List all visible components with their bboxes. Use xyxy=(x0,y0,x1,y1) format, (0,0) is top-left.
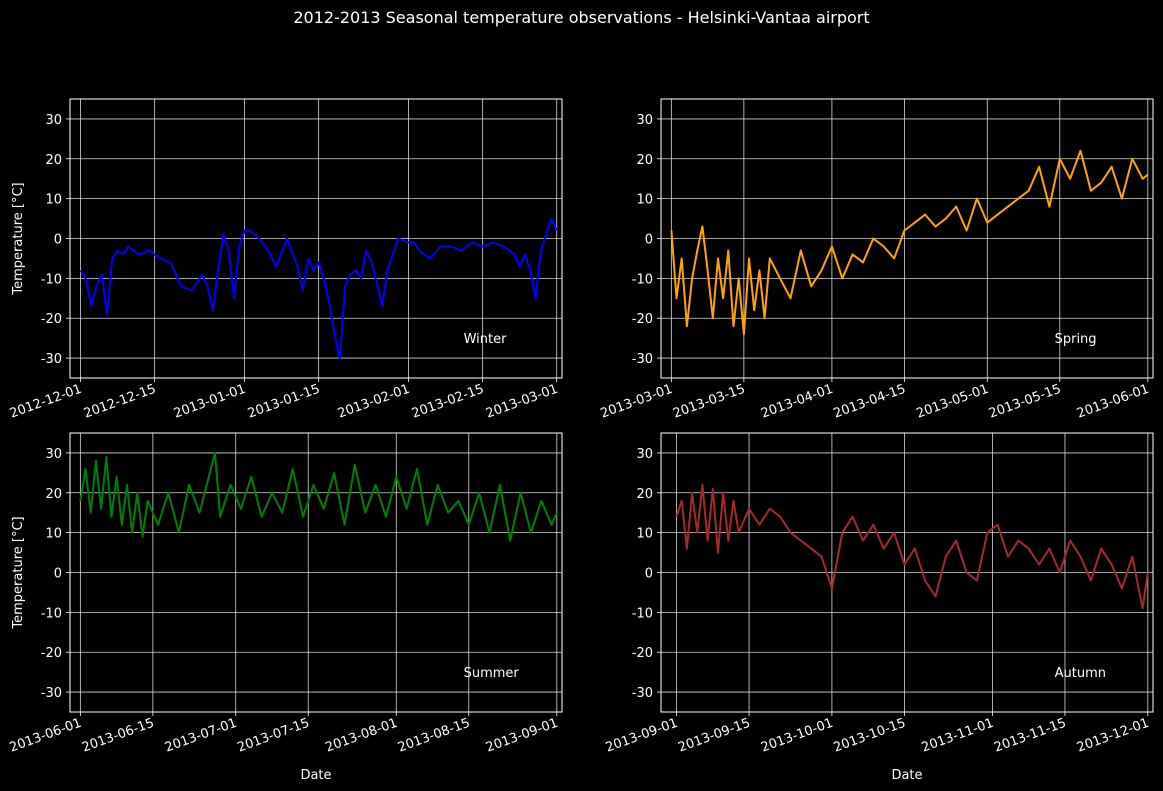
x-tick-label: 2013-03-15 xyxy=(671,382,747,422)
y-axis-label: Temperature [°C] xyxy=(11,516,26,629)
figure-title: 2012-2013 Seasonal temperature observati… xyxy=(293,8,870,27)
x-tick-label: 2013-07-15 xyxy=(235,716,311,756)
y-tick-label: 0 xyxy=(645,233,653,248)
y-tick-label: -10 xyxy=(632,272,653,287)
series-line-winter xyxy=(79,217,558,360)
x-tick-label: 2013-06-01 xyxy=(1075,382,1151,422)
y-tick-label: 20 xyxy=(45,153,62,168)
x-tick-label: 2013-02-01 xyxy=(336,382,412,422)
x-tick-label: 2013-06-01 xyxy=(8,716,84,756)
y-tick-label: 10 xyxy=(636,193,653,208)
series-line-summer xyxy=(79,451,558,542)
y-tick-label: 0 xyxy=(54,567,62,582)
y-tick-label: 20 xyxy=(45,487,62,502)
y-tick-label: -30 xyxy=(41,352,62,367)
x-tick-label: 2013-04-15 xyxy=(832,382,908,422)
y-tick-label: 30 xyxy=(636,447,653,462)
x-tick-label: 2013-09-15 xyxy=(676,716,752,756)
y-tick-label: -10 xyxy=(632,606,653,621)
x-tick-label: 2013-02-15 xyxy=(410,382,486,422)
y-tick-label: 30 xyxy=(45,113,62,128)
y-tick-label: -30 xyxy=(632,352,653,367)
x-tick-label: 2013-04-01 xyxy=(759,382,835,422)
y-tick-label: 10 xyxy=(45,193,62,208)
y-tick-label: -30 xyxy=(41,686,62,701)
x-axis-label: Date xyxy=(891,768,922,783)
y-tick-label: -20 xyxy=(632,646,653,661)
x-tick-label: 2013-08-15 xyxy=(396,716,472,756)
y-tick-label: -30 xyxy=(632,686,653,701)
x-tick-label: 2013-11-15 xyxy=(992,716,1068,756)
season-annotation: Summer xyxy=(464,666,520,681)
axes-frame xyxy=(69,432,563,713)
x-tick-label: 2013-09-01 xyxy=(604,716,680,756)
x-tick-label: 2013-11-01 xyxy=(920,716,996,756)
y-tick-label: 20 xyxy=(636,487,653,502)
x-tick-label: 2013-10-15 xyxy=(832,716,908,756)
axes-frame xyxy=(69,98,563,379)
y-tick-label: -10 xyxy=(41,606,62,621)
y-tick-label: -10 xyxy=(41,272,62,287)
x-tick-label: 2013-06-15 xyxy=(80,716,156,756)
axes-frame xyxy=(660,98,1154,379)
y-tick-label: 10 xyxy=(45,527,62,542)
x-tick-label: 2013-03-01 xyxy=(599,382,675,422)
y-tick-label: 10 xyxy=(636,527,653,542)
y-tick-label: 0 xyxy=(645,567,653,582)
y-tick-label: -20 xyxy=(41,312,62,327)
x-tick-label: 2013-05-15 xyxy=(987,382,1063,422)
x-tick-label: 2012-12-01 xyxy=(8,382,84,422)
x-tick-label: 2013-09-01 xyxy=(484,716,560,756)
season-annotation: Winter xyxy=(464,332,508,347)
y-tick-label: 30 xyxy=(45,447,62,462)
y-tick-label: 20 xyxy=(636,153,653,168)
x-tick-label: 2013-03-01 xyxy=(484,382,560,422)
x-tick-label: 2013-12-01 xyxy=(1075,716,1151,756)
y-tick-label: 30 xyxy=(636,113,653,128)
x-tick-label: 2013-01-01 xyxy=(172,382,248,422)
axes-frame xyxy=(660,432,1154,713)
x-tick-label: 2013-05-01 xyxy=(915,382,991,422)
x-tick-label: 2013-01-15 xyxy=(246,382,322,422)
x-axis-label: Date xyxy=(300,768,331,783)
season-annotation: Autumn xyxy=(1055,666,1106,681)
x-tick-label: 2013-10-01 xyxy=(759,716,835,756)
season-annotation: Spring xyxy=(1055,332,1097,347)
x-tick-label: 2013-08-01 xyxy=(324,716,400,756)
x-tick-label: 2013-07-01 xyxy=(163,716,239,756)
y-tick-label: 0 xyxy=(54,233,62,248)
series-line-spring xyxy=(670,149,1149,336)
x-tick-label: 2012-12-15 xyxy=(82,382,158,422)
y-axis-label: Temperature [°C] xyxy=(11,182,26,295)
y-tick-label: -20 xyxy=(632,312,653,327)
series-line-autumn xyxy=(675,483,1149,610)
y-tick-label: -20 xyxy=(41,646,62,661)
